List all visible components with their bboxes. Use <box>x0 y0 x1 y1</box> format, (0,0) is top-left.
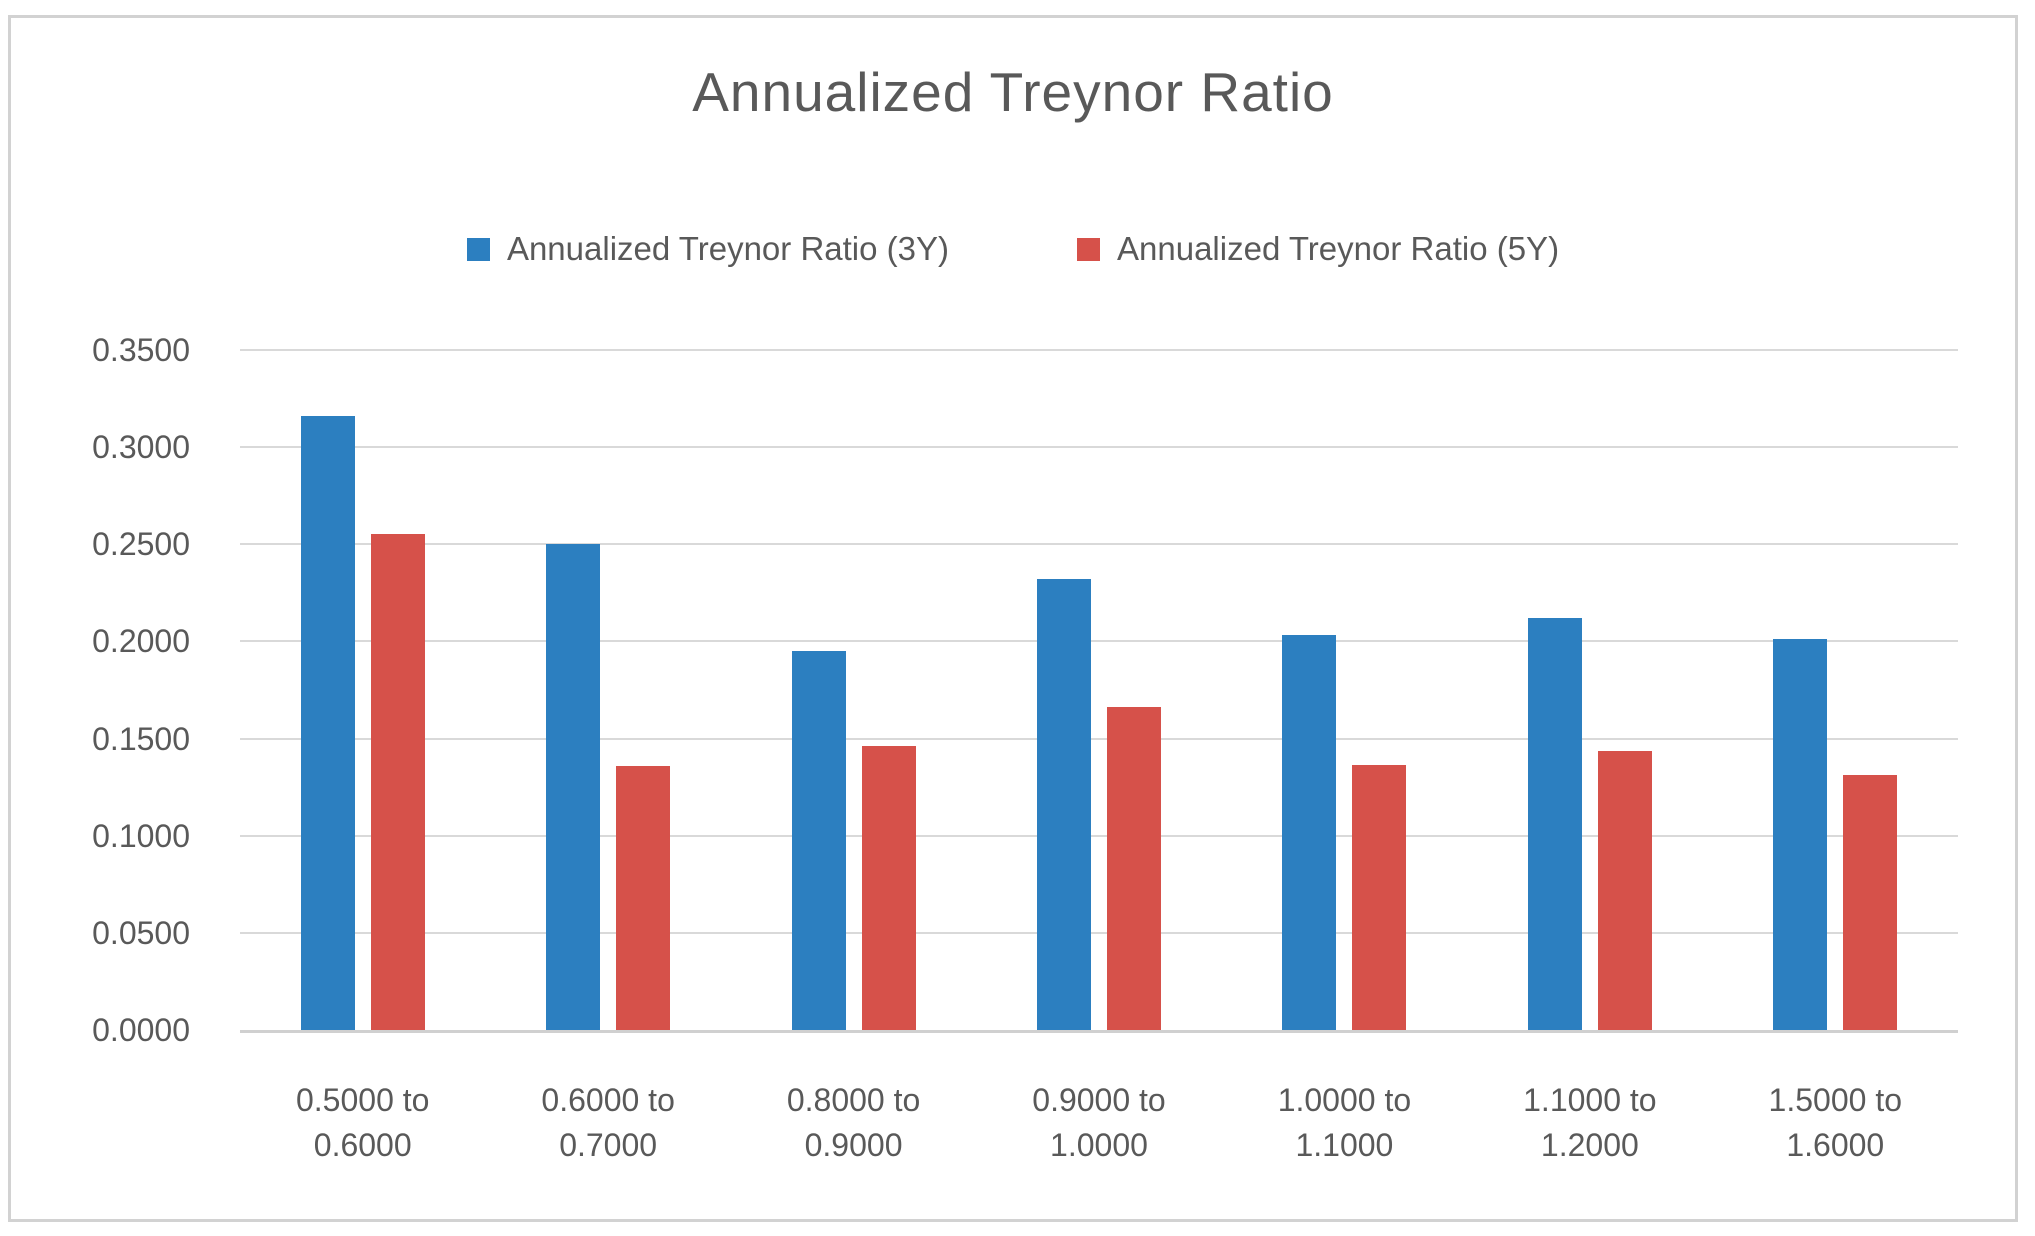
gridline <box>240 737 1958 740</box>
legend: Annualized Treynor Ratio (3Y) Annualized… <box>11 230 2015 268</box>
bar-3y-1 <box>546 544 601 1030</box>
bar-3y-0 <box>300 416 355 1030</box>
legend-item-3y: Annualized Treynor Ratio (3Y) <box>466 230 949 268</box>
x-axis-category-label: 0.6000 to 0.7000 <box>541 1082 675 1163</box>
bar-3y-3 <box>1037 579 1091 1030</box>
y-axis-tick-label: 0.0500 <box>92 914 190 951</box>
legend-swatch-5y-icon <box>1077 237 1100 261</box>
legend-item-5y: Annualized Treynor Ratio (5Y) <box>1077 230 1559 268</box>
y-axis-tick-label: 0.2500 <box>92 526 190 563</box>
x-axis-category-label: 1.1000 to 1.2000 <box>1523 1082 1657 1163</box>
gridline <box>240 543 1958 546</box>
bar-3y-5 <box>1527 618 1582 1030</box>
bar-5y-2 <box>861 746 916 1030</box>
bar-3y-6 <box>1773 638 1828 1030</box>
y-axis-tick-label: 0.0000 <box>92 1012 190 1048</box>
y-axis-tick-label: 0.1000 <box>92 817 190 854</box>
x-axis-category-label: 0.9000 to 1.0000 <box>1032 1082 1166 1163</box>
bar-5y-5 <box>1597 751 1652 1030</box>
bar-3y-4 <box>1282 634 1337 1030</box>
bar-5y-3 <box>1107 706 1161 1030</box>
bar-5y-4 <box>1352 764 1407 1030</box>
gridline <box>240 931 1958 934</box>
bar-5y-0 <box>370 533 425 1030</box>
y-axis-tick-label: 0.3000 <box>92 429 190 466</box>
gridline <box>240 349 1958 351</box>
x-axis-category-label: 1.0000 to 1.1000 <box>1277 1082 1412 1163</box>
gridline <box>240 834 1958 837</box>
bar-5y-1 <box>616 765 671 1030</box>
bar-3y-2 <box>791 651 846 1030</box>
chart-title: Annualized Treynor Ratio <box>692 61 1334 123</box>
gridline <box>240 446 1958 449</box>
x-axis-category-label: 0.5000 to 0.6000 <box>295 1082 430 1163</box>
bar-5y-6 <box>1843 775 1898 1030</box>
legend-label-5y: Annualized Treynor Ratio (5Y) <box>1117 230 1560 267</box>
legend-label-3y: Annualized Treynor Ratio (3Y) <box>506 230 949 267</box>
y-axis-tick-label: 0.1500 <box>92 720 190 757</box>
y-axis-tick-label: 0.2000 <box>92 623 190 660</box>
y-axis-tick-label: 0.3500 <box>92 332 190 368</box>
x-axis-line <box>240 1030 1958 1033</box>
x-axis-category-label: 0.8000 to 0.9000 <box>786 1082 921 1163</box>
x-axis-category-label: 1.5000 to 1.6000 <box>1768 1082 1902 1163</box>
gridline <box>240 640 1958 643</box>
legend-swatch-3y-icon <box>466 237 490 261</box>
